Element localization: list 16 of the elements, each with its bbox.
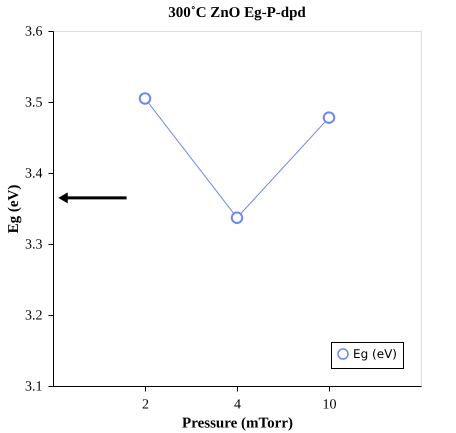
point [322, 111, 336, 124]
y-tick-label: 3.4 [25, 166, 42, 182]
y-tick-label: 3.6 [25, 24, 42, 40]
y-axis-title: Eg (eV) [6, 184, 22, 234]
point [230, 211, 244, 224]
legend-label: Eg (eV) [353, 347, 397, 361]
x-tick-label: 2 [142, 398, 149, 412]
x-tick-label: 10 [322, 398, 336, 412]
chart-title: 300˚C ZnO Eg-P-dpd [168, 5, 306, 21]
x-axis-title: Pressure (mTorr) [182, 416, 293, 432]
y-tick-label: 3.5 [25, 96, 42, 110]
x-tick-label: 4 [234, 398, 241, 412]
y-tick-label: 3.1 [25, 380, 42, 394]
y-tick-label: 3.2 [25, 308, 42, 324]
point [138, 92, 152, 105]
y-tick-label: 3.3 [25, 238, 42, 252]
